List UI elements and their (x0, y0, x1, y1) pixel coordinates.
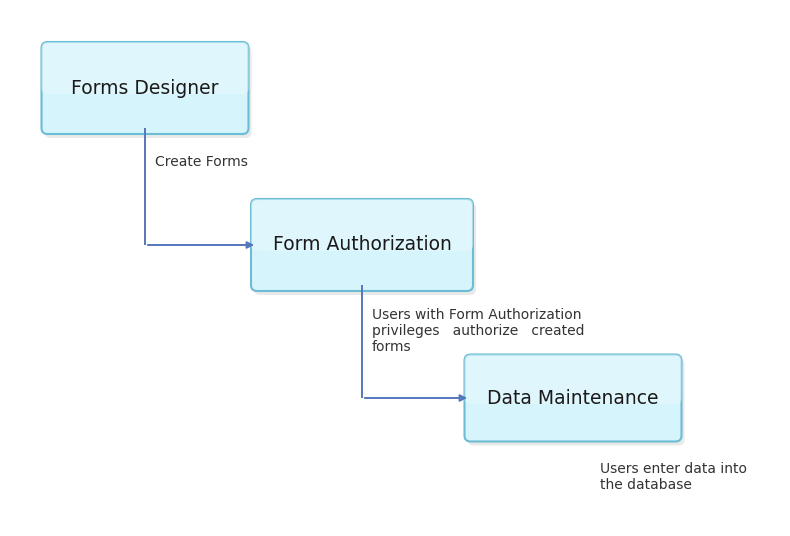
FancyBboxPatch shape (251, 199, 473, 251)
FancyBboxPatch shape (468, 359, 684, 445)
Text: Users with Form Authorization
privileges   authorize   created
forms: Users with Form Authorization privileges… (372, 308, 585, 354)
FancyBboxPatch shape (42, 42, 249, 134)
Text: Form Authorization: Form Authorization (273, 235, 451, 255)
FancyBboxPatch shape (251, 199, 473, 291)
Text: Users enter data into
the database: Users enter data into the database (600, 462, 747, 492)
Text: Data Maintenance: Data Maintenance (487, 389, 659, 407)
FancyBboxPatch shape (465, 354, 682, 442)
FancyBboxPatch shape (42, 42, 249, 94)
FancyBboxPatch shape (254, 203, 476, 295)
Text: Forms Designer: Forms Designer (71, 78, 219, 98)
Text: Create Forms: Create Forms (155, 155, 248, 169)
FancyBboxPatch shape (44, 46, 251, 138)
FancyBboxPatch shape (465, 354, 682, 404)
